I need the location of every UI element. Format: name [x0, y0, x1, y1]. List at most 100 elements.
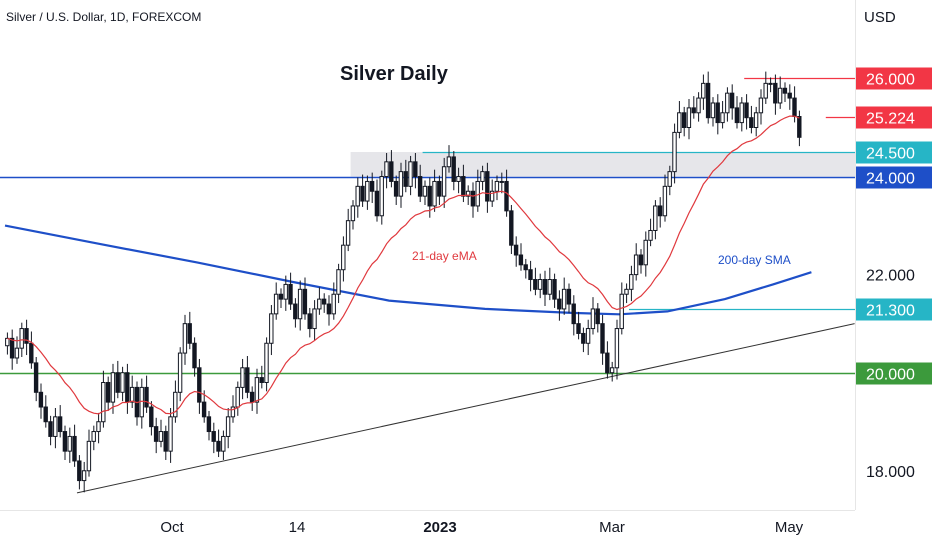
candle-body-149 — [720, 112, 725, 124]
candle-body-36 — [177, 352, 183, 393]
support-trendline[interactable] — [76, 323, 855, 494]
candle-body-147 — [710, 102, 716, 119]
candle-body-132 — [638, 254, 644, 266]
candle-body-39 — [192, 342, 197, 369]
candle-body-57 — [278, 293, 284, 300]
chart-title: Silver Daily — [340, 63, 449, 85]
time-tick-1: 14 — [289, 519, 306, 536]
candle-body-62 — [302, 288, 308, 315]
candle-body-125 — [605, 352, 610, 374]
candle-body-76 — [369, 180, 375, 192]
candle-body-92 — [446, 156, 452, 168]
candle-body-64 — [312, 308, 317, 330]
candle-body-135 — [653, 205, 658, 231]
candle-body-19 — [96, 421, 101, 433]
candle-body-148 — [715, 102, 720, 124]
candle-body-105 — [509, 210, 514, 246]
candle-body-153 — [739, 102, 744, 124]
candle-body-52 — [254, 377, 260, 403]
time-axis-layer: Oct 14 2023 Mar May — [160, 519, 803, 536]
candle-body-49 — [240, 367, 245, 388]
candle-body-1 — [9, 337, 15, 359]
candle-body-56 — [273, 293, 279, 315]
candle-body-133 — [643, 239, 648, 266]
candle-body-50 — [245, 367, 250, 393]
candle-body-79 — [384, 161, 389, 178]
candle-body-99 — [480, 171, 485, 182]
level-tag-label-1: 25.224 — [866, 111, 915, 128]
candle-body-13 — [67, 435, 72, 452]
candle-body-144 — [696, 97, 701, 114]
candle-body-114 — [552, 279, 557, 300]
candle-body-63 — [307, 313, 312, 330]
candle-body-16 — [81, 470, 87, 482]
candle-body-21 — [105, 382, 111, 403]
candle-body-32 — [158, 431, 164, 442]
candle-body-43 — [211, 431, 216, 442]
level-tag-4 — [856, 298, 932, 321]
level-tag-label-4: 21.300 — [866, 303, 915, 320]
candle-body-157 — [758, 97, 764, 114]
candle-body-156 — [753, 112, 759, 128]
candle-body-142 — [686, 107, 692, 128]
candle-body-110 — [533, 279, 538, 290]
candle-body-42 — [206, 416, 212, 433]
candle-body-14 — [72, 435, 77, 462]
candle-body-158 — [763, 82, 768, 99]
candle-body-73 — [355, 185, 360, 207]
candle-body-20 — [101, 382, 106, 423]
candle-body-12 — [62, 431, 68, 452]
candle-body-51 — [249, 391, 255, 403]
candle-body-107 — [518, 254, 524, 266]
candle-body-25 — [125, 372, 130, 403]
candle-body-139 — [672, 131, 677, 173]
candle-body-83 — [403, 171, 408, 187]
candle-body-143 — [691, 107, 696, 114]
ema-21-line[interactable] — [7, 115, 800, 415]
candle-body-84 — [408, 161, 413, 187]
ema-layer — [7, 115, 800, 415]
candle-body-6 — [33, 362, 39, 393]
candle-body-0 — [5, 337, 10, 347]
candle-body-103 — [499, 180, 504, 183]
candle-body-77 — [374, 190, 380, 217]
candle-body-162 — [782, 87, 788, 94]
candle-body-109 — [528, 269, 533, 281]
candle-body-93 — [451, 156, 456, 182]
candle-body-112 — [542, 279, 548, 295]
time-tick-3: Mar — [599, 519, 625, 536]
level-tag-label-2: 24.500 — [866, 146, 915, 163]
candle-body-24 — [120, 372, 125, 393]
candle-body-100 — [485, 171, 490, 202]
candle-body-94 — [456, 176, 461, 182]
candle-body-66 — [321, 298, 327, 305]
candle-body-121 — [585, 328, 591, 344]
time-tick-2: 2023 — [423, 519, 456, 536]
candle-body-124 — [600, 323, 605, 354]
sma-200-line[interactable] — [4, 224, 812, 316]
level-tag-1 — [856, 106, 932, 129]
candle-body-65 — [317, 298, 322, 310]
candle-body-152 — [734, 107, 740, 124]
candle-body-47 — [230, 406, 236, 418]
candle-body-129 — [624, 288, 629, 295]
candle-body-69 — [336, 269, 341, 295]
level-tag-0 — [856, 67, 932, 90]
candle-body-17 — [86, 440, 92, 472]
candle-body-80 — [389, 161, 394, 182]
sma-layer — [4, 224, 812, 316]
candle-body-137 — [662, 185, 668, 217]
candle-body-136 — [657, 205, 663, 217]
candle-body-108 — [523, 264, 528, 271]
candle-body-3 — [19, 328, 24, 349]
candle-body-67 — [326, 303, 332, 315]
candle-body-159 — [768, 82, 773, 85]
ema-label: 21-day eMA — [412, 249, 477, 263]
candle-body-113 — [547, 279, 552, 295]
candle-body-101 — [489, 190, 495, 202]
candle-body-130 — [629, 274, 634, 290]
candle-body-126 — [609, 367, 615, 374]
